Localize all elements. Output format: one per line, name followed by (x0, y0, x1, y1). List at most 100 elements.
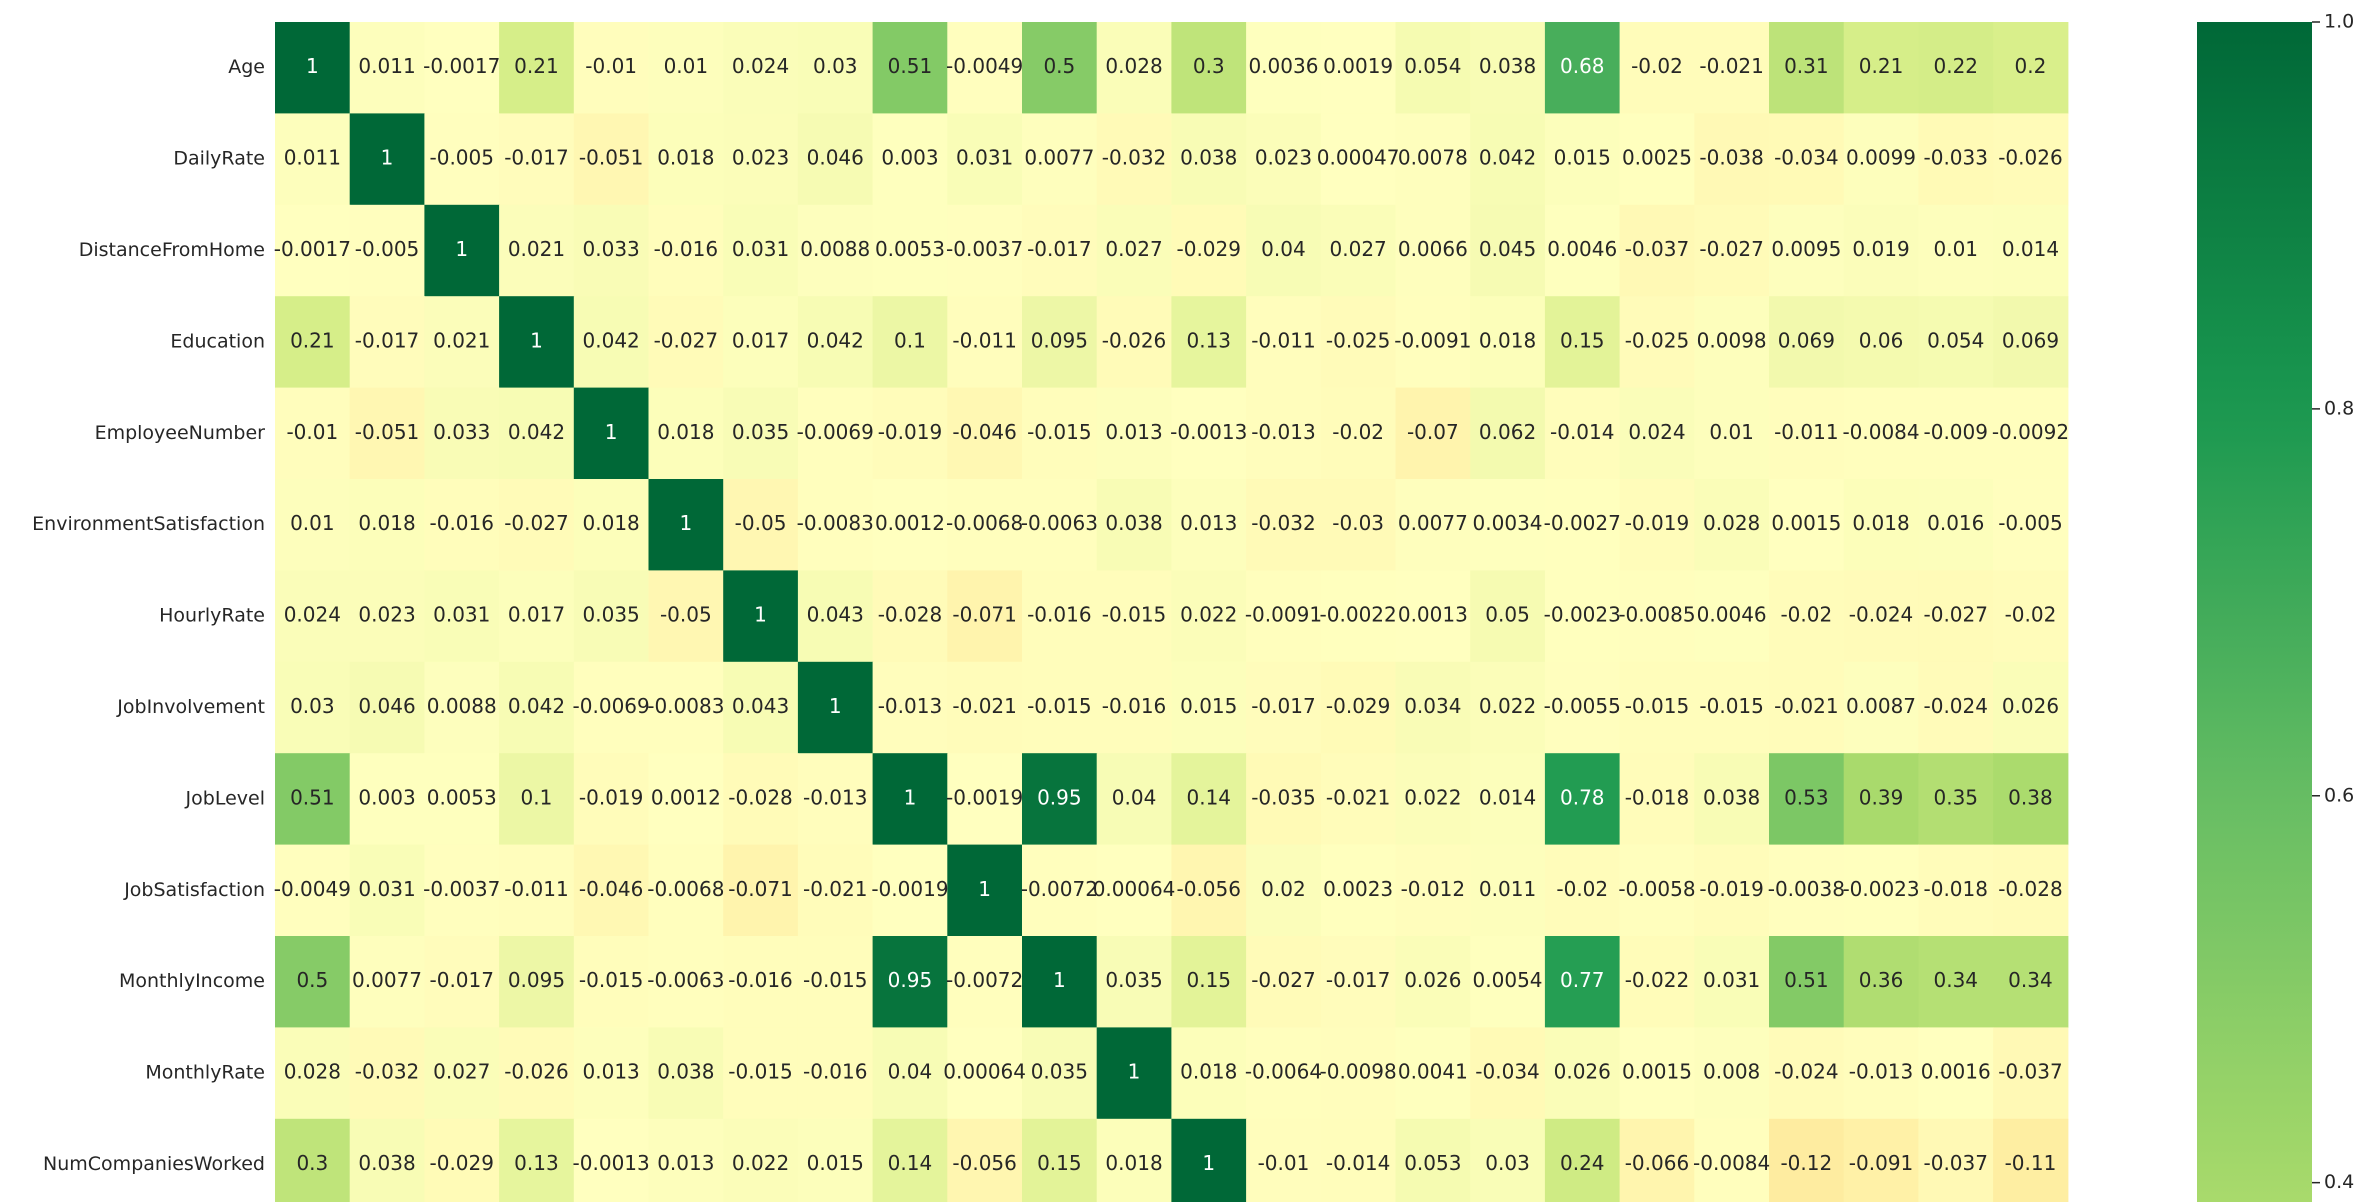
heatmap-cell (1993, 1027, 2069, 1120)
cell-value-label: 0.51 (888, 54, 933, 78)
heatmap-cell (499, 22, 575, 114)
heatmap-cell (275, 753, 351, 846)
cell-value-label: 0.015 (1180, 694, 1237, 718)
cell-value-label: 0.003 (358, 785, 415, 809)
cell-value-label: 0.011 (284, 146, 341, 170)
heatmap-cell (947, 479, 1023, 571)
cell-value-label: -0.0092 (1992, 420, 2069, 444)
cell-value-label: -0.021 (1326, 785, 1390, 809)
heatmap-cell (1544, 387, 1621, 480)
cell-value-label: -0.017 (1027, 237, 1091, 261)
heatmap-cells (275, 22, 2069, 1202)
heatmap-cell (1694, 479, 1770, 571)
cell-value-label: -0.05 (735, 511, 787, 535)
cell-value-label: -0.013 (803, 785, 867, 809)
cell-value-label: -0.015 (1699, 694, 1763, 718)
heatmap-cell (1320, 1118, 1397, 1202)
heatmap-cell (349, 1027, 425, 1120)
heatmap-cell (723, 479, 799, 571)
heatmap-cell (1395, 753, 1471, 846)
cell-value-label: -0.037 (1998, 1060, 2062, 1084)
heatmap-cell (349, 570, 425, 663)
heatmap-cell (1843, 387, 1919, 480)
cell-value-label: -0.019 (1699, 877, 1763, 901)
cell-value-label: -0.0017 (423, 54, 500, 78)
heatmap-cell (1694, 113, 1770, 206)
heatmap-cell (1843, 936, 1919, 1028)
heatmap-cell (1171, 661, 1247, 754)
cell-value-label: 0.38 (2008, 785, 2053, 809)
heatmap-cell (275, 479, 351, 571)
cell-value-label: 0.042 (508, 420, 565, 444)
cell-value-label: -0.0063 (1021, 511, 1098, 535)
heatmap-cell (275, 1027, 351, 1120)
heatmap-cell (1022, 22, 1098, 114)
heatmap-cell (1544, 570, 1621, 663)
heatmap-cell (1096, 22, 1172, 114)
heatmap-cell (648, 204, 724, 297)
heatmap-cell (1096, 113, 1172, 206)
heatmap-cell (1246, 753, 1322, 846)
cell-value-label: -0.051 (579, 146, 643, 170)
heatmap-cell (723, 387, 799, 480)
heatmap-cell (1993, 204, 2069, 297)
cell-value-label: 0.038 (358, 1151, 415, 1175)
heatmap-cell (1769, 936, 1845, 1028)
cell-value-label: 0.51 (290, 785, 335, 809)
heatmap-cell (947, 22, 1023, 114)
cell-value-label: 0.031 (358, 877, 415, 901)
cell-value-label: 0.017 (732, 328, 789, 352)
cell-value-label: -0.011 (1251, 328, 1315, 352)
heatmap-cell (1619, 1118, 1695, 1202)
heatmap-cell (349, 387, 425, 480)
cell-value-label: 0.018 (1180, 1060, 1237, 1084)
row-labels: Age DailyRate DistanceFromHome Education Emp… (32, 56, 265, 1175)
cell-value-label: 0.01 (290, 511, 335, 535)
cell-value-label: 1 (904, 785, 917, 809)
cell-value-label: -0.091 (1849, 1151, 1913, 1175)
cell-value-label: 0.023 (732, 146, 789, 170)
cell-value-label: -0.033 (1924, 146, 1988, 170)
cell-value-label: 0.0016 (1921, 1060, 1991, 1084)
heatmap-cell (275, 22, 351, 114)
cell-value-label: 0.011 (358, 54, 415, 78)
cell-value-label: 0.0015 (1622, 1060, 1692, 1084)
heatmap-cell (573, 570, 650, 663)
heatmap-cell (1470, 22, 1546, 114)
cell-value-label: 0.018 (1852, 511, 1909, 535)
heatmap-cell (797, 661, 874, 754)
heatmap-cell (1320, 479, 1397, 571)
cell-value-label: -0.02 (1556, 877, 1608, 901)
heatmap-cell (723, 204, 799, 297)
heatmap-cell (1022, 661, 1098, 754)
colorbar-tick-label: 1.0 (2324, 11, 2354, 33)
cell-value-label: -0.0063 (647, 968, 724, 992)
heatmap-cell (1395, 570, 1471, 663)
heatmap-cell (1022, 296, 1098, 389)
heatmap-cell (1470, 753, 1546, 846)
cell-value-label: 1 (455, 237, 468, 261)
cell-value-label: 0.003 (881, 146, 938, 170)
heatmap-cell (1619, 113, 1695, 206)
cell-value-label: 0.0088 (427, 694, 497, 718)
heatmap-cell (1769, 661, 1845, 754)
cell-value-label: 0.1 (894, 328, 926, 352)
heatmap-cell (1619, 570, 1695, 663)
heatmap-cell (1918, 22, 1994, 114)
cell-value-label: 0.39 (1859, 785, 1904, 809)
cell-value-label: 0.022 (732, 1151, 789, 1175)
heatmap-cell (1096, 570, 1172, 663)
heatmap-cell (424, 387, 500, 480)
heatmap-cell (872, 479, 948, 571)
heatmap-cell (1843, 1118, 1919, 1202)
heatmap-cell (947, 936, 1023, 1028)
cell-value-label: -0.022 (1625, 968, 1689, 992)
heatmap-cell (573, 113, 650, 206)
heatmap-cell (1470, 661, 1546, 754)
cell-value-label: -0.11 (2005, 1151, 2057, 1175)
heatmap-cell (1544, 1118, 1621, 1202)
cell-value-label: -0.009 (1924, 420, 1988, 444)
row-label: Education (170, 330, 265, 352)
heatmap-cell (275, 204, 351, 297)
